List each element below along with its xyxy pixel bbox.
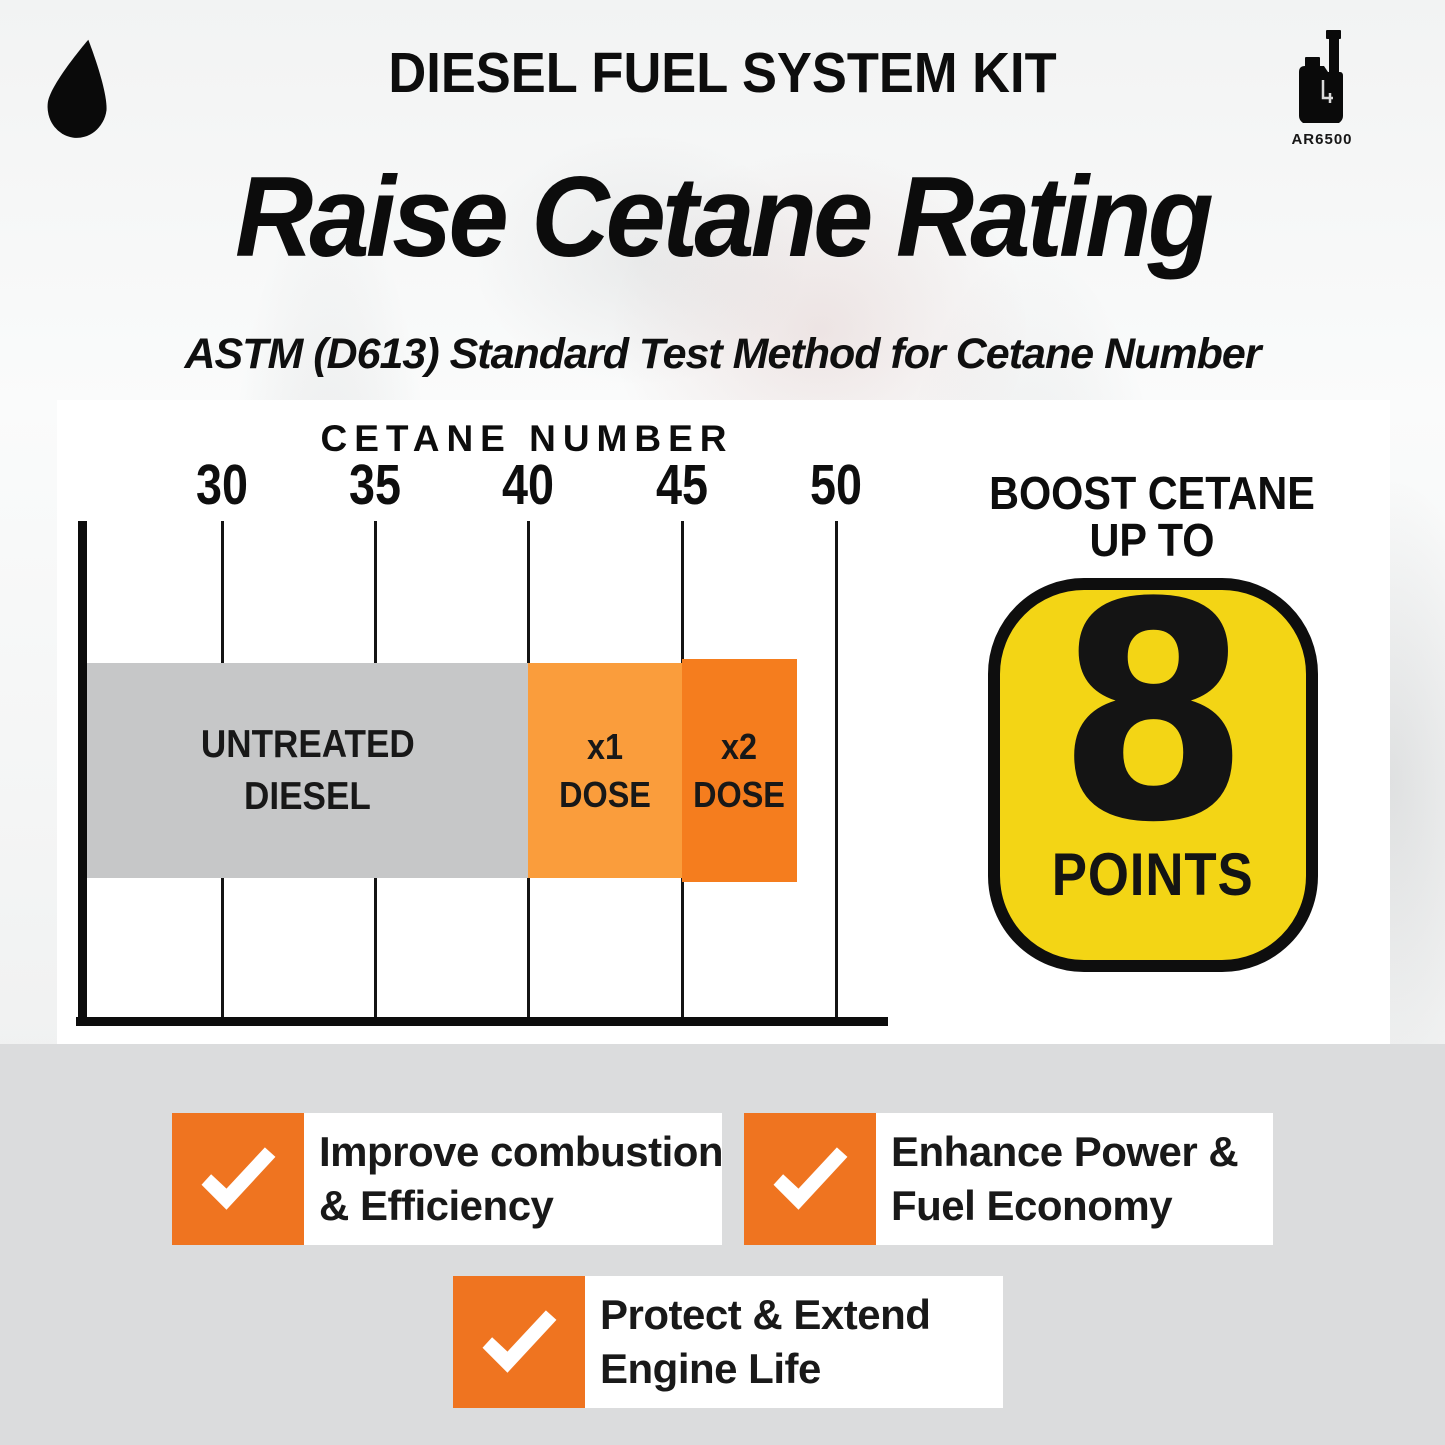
benefit-text-line: Improve combustion	[319, 1128, 724, 1176]
checkmark-icon	[482, 1310, 557, 1373]
product-code-label: AR6500	[1291, 131, 1353, 148]
axis-tick-40: 40	[502, 453, 554, 517]
bar-label-line: DOSE	[559, 773, 651, 815]
checkmark-icon	[773, 1147, 848, 1210]
page-subtitle: ASTM (D613) Standard Test Method for Cet…	[184, 330, 1261, 378]
page-kicker: DIESEL FUEL SYSTEM KIT	[388, 41, 1057, 105]
benefit-text-line: Engine Life	[600, 1345, 821, 1392]
axis-tick-30: 30	[196, 453, 248, 517]
boost-heading: BOOST CETANE UP TO	[972, 470, 1332, 564]
axis-tick-35: 35	[349, 453, 401, 517]
additive-bottle-icon	[1299, 30, 1343, 123]
bar-label-line: x2	[721, 725, 758, 767]
points-unit-label: POINTS	[1052, 841, 1254, 908]
page-title: Raise Cetane Rating	[234, 154, 1214, 281]
bar-untreated-diesel: UNTREATED DIESEL	[87, 663, 528, 878]
benefit-text-line: Fuel Economy	[891, 1182, 1173, 1229]
chart-y-axis	[78, 521, 87, 1026]
benefit-check-square	[172, 1113, 304, 1245]
axis-tick-50: 50	[810, 453, 862, 517]
points-badge: 8 POINTS	[988, 539, 1318, 972]
gridline-50	[835, 521, 838, 1020]
oil-droplet-icon	[47, 39, 107, 138]
chart-panel: CETANE NUMBER 30 35 40 45 50 UNTREATED D…	[57, 400, 1390, 1044]
points-value: 8	[1056, 539, 1250, 888]
benefit-item: Improve combustion & Efficiency	[304, 1113, 724, 1245]
boost-heading-line1: BOOST CETANE	[989, 467, 1315, 519]
bar-x2-dose: x2 DOSE	[682, 659, 797, 882]
chart-baseline	[76, 1017, 888, 1026]
benefit-text-line: Enhance Power &	[891, 1128, 1239, 1176]
bar-label-line: UNTREATED	[200, 723, 415, 767]
benefit-text-line: & Efficiency	[319, 1182, 554, 1229]
boost-heading-line2: UP TO	[1089, 513, 1215, 566]
benefit-text-line: Protect & Extend	[600, 1291, 931, 1339]
checkmark-icon	[201, 1147, 276, 1210]
benefit-check-square	[453, 1276, 585, 1408]
bar-label-line: DOSE	[693, 773, 786, 815]
bar-label-line: DIESEL	[244, 774, 371, 818]
chart-axis-title: CETANE NUMBER	[320, 418, 734, 459]
axis-tick-45: 45	[656, 453, 708, 517]
bar-label-line: x1	[586, 725, 624, 767]
benefit-check-square	[744, 1113, 876, 1245]
bar-x1-dose: x1 DOSE	[528, 663, 682, 878]
benefit-item: Enhance Power & Fuel Economy	[876, 1113, 1273, 1245]
benefit-item: Protect & Extend Engine Life	[585, 1276, 1003, 1408]
